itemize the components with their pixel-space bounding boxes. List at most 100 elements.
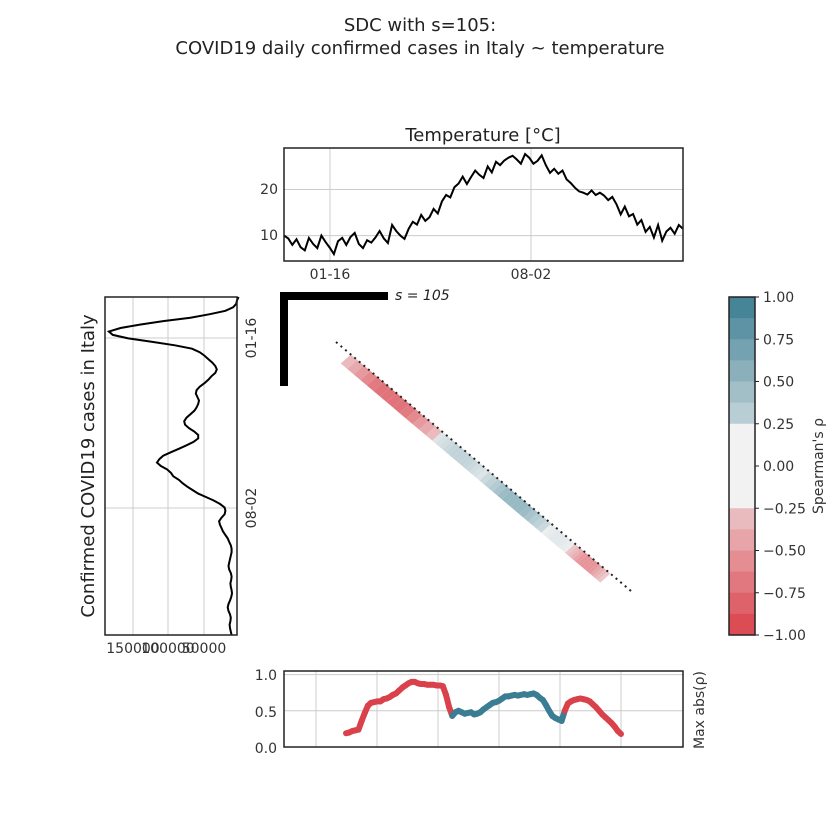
colorbar-ticklabel-8: −1.00	[763, 628, 806, 644]
sdc-cell-4-13	[597, 571, 611, 583]
sdc-cell-0-7	[386, 393, 404, 408]
sdc-cell-2-1	[483, 475, 499, 488]
sdc-cell-3-1	[543, 525, 555, 536]
temperature-frame	[283, 147, 684, 262]
cases-frame	[104, 296, 238, 636]
sdc-cell-4-0	[564, 543, 578, 555]
colorbar-swatch-0	[729, 297, 755, 319]
sdc-cell-3-5	[549, 530, 562, 542]
cases-panel: Confirmed COVID19 cases in Italy 01-16 0…	[78, 296, 260, 657]
colorbar-swatch-14	[729, 592, 755, 615]
colorbar-swatch-6	[729, 423, 755, 446]
cases-series-line	[106, 296, 240, 636]
sdc-cell-3-11	[559, 539, 572, 550]
sdc-cell-1-6	[452, 448, 466, 461]
maxabs-frame	[283, 670, 684, 748]
cases-xtick-50000: 50000	[182, 641, 227, 657]
colorbar-swatch-1	[729, 318, 755, 340]
sdc-cell-0-12	[419, 420, 436, 436]
cases-ytick-0802: 08-02	[244, 488, 260, 529]
sdc-cell-2-3	[492, 482, 508, 496]
temperature-grid	[284, 148, 683, 261]
sdc-cell-1-1	[435, 434, 449, 447]
colorbar-swatch-15	[729, 613, 755, 636]
colorbar-swatch-4	[729, 381, 755, 404]
scale-bar-horizontal	[280, 292, 388, 300]
sdc-cell-4-7	[582, 558, 596, 570]
colorbar-swatch-5	[729, 402, 755, 425]
colorbar-ticks: 1.00 0.75 0.50 0.25 0.00 −0.25 −0.50 −0.75 −1.00	[755, 290, 806, 644]
colorbar-ticklabel-3: 0.25	[763, 417, 794, 433]
colorbar-swatches	[729, 297, 755, 636]
colorbar-ticklabel-0: 1.00	[763, 290, 794, 306]
sdc-cell-1-5	[449, 445, 463, 458]
sdc-cell-0-1	[347, 359, 364, 375]
colorbar-ticklabel-4: 0.00	[763, 459, 794, 475]
sdc-cell-0-13	[425, 426, 443, 441]
scale-bracket: s = 105	[280, 288, 450, 386]
sdc-cell-4-6	[580, 556, 593, 568]
sdc-cell-2-11	[528, 512, 543, 526]
sdc-cell-0-11	[412, 415, 430, 430]
sdc-cell-4-8	[585, 560, 598, 572]
sdc-cell-1-12	[472, 465, 487, 478]
sdc-cell-0-10	[406, 409, 423, 425]
cases-ytick-0116: 01-16	[244, 318, 260, 359]
colorbar-swatch-10	[729, 508, 755, 530]
sdc-cell-4-12	[595, 569, 608, 581]
sdc-cell-3-8	[554, 535, 567, 546]
sdc-cell-3-3	[546, 528, 559, 539]
sdc-cell-4-9	[587, 562, 601, 575]
scale-label: s = 105	[395, 288, 450, 304]
colorbar-ticklabel-7: −0.75	[763, 586, 806, 602]
sdc-cell-3-2	[544, 526, 557, 538]
sdc-diagonal-dotted-line	[335, 341, 632, 592]
colorbar-swatch-9	[729, 487, 755, 509]
sdc-cell-2-7	[510, 497, 525, 511]
colorbar-label: Spearman's ρ	[811, 418, 827, 514]
cases-xtick-150000: 150000	[106, 641, 159, 657]
sdc-cell-2-9	[519, 505, 534, 518]
sdc-cell-2-4	[497, 486, 512, 500]
colorbar: 1.00 0.75 0.50 0.25 0.00 −0.25 −0.50 −0.75 −1.00…	[728, 290, 827, 644]
sdc-cell-2-0	[479, 471, 494, 485]
sdc-cell-3-0	[541, 523, 554, 535]
sdc-cell-0-0	[340, 354, 358, 369]
figure-title-line1: SDC with s=105:	[344, 15, 496, 36]
sdc-cell-2-5	[501, 490, 516, 503]
sdc-cell-3-6	[551, 532, 564, 543]
sdc-cell-1-0	[432, 431, 446, 444]
sdc-cell-1-9	[462, 457, 476, 470]
sdc-cell-3-4	[548, 529, 560, 540]
temperature-xtick-0116: 01-16	[310, 267, 351, 283]
cases-ylabel: Confirmed COVID19 cases in Italy	[78, 314, 99, 618]
figure-title-line2: COVID19 daily confirmed cases in Italy ~…	[175, 38, 664, 59]
sdc-cell-1-13	[476, 468, 490, 481]
cases-xtick-100000: 100000	[141, 641, 194, 657]
sdc-cell-4-4	[575, 552, 588, 564]
maxabs-panel: 1.0 0.5 0.0 Max abs(ρ)	[255, 668, 708, 757]
temperature-series-line	[283, 152, 684, 257]
maxabs-ytick-1: 1.0	[255, 668, 277, 684]
maxabs-ytick-0: 0.0	[255, 741, 277, 757]
maxabs-segment-87	[614, 728, 624, 737]
colorbar-ticklabel-1: 0.75	[763, 332, 794, 348]
colorbar-swatch-7	[729, 444, 755, 467]
colorbar-ticklabel-2: 0.50	[763, 375, 794, 391]
sdc-cell-2-8	[514, 501, 530, 515]
sdc-cell-3-7	[553, 533, 565, 545]
sdc-cell-2-12	[532, 516, 547, 530]
colorbar-ticklabel-6: −0.50	[763, 544, 806, 560]
sdc-cell-4-2	[570, 547, 583, 560]
sdc-cell-4-1	[567, 545, 581, 557]
sdc-cell-4-11	[592, 567, 606, 579]
temperature-xtick-0802: 08-02	[511, 267, 552, 283]
sdc-cell-0-6	[379, 387, 397, 403]
sdc-cell-1-7	[455, 451, 470, 464]
colorbar-swatch-3	[729, 360, 755, 382]
sdc-cell-0-4	[366, 376, 384, 392]
sdc-cell-0-3	[360, 370, 377, 386]
sdc-cell-1-11	[469, 462, 483, 475]
temperature-ytick-20: 20	[260, 182, 278, 198]
